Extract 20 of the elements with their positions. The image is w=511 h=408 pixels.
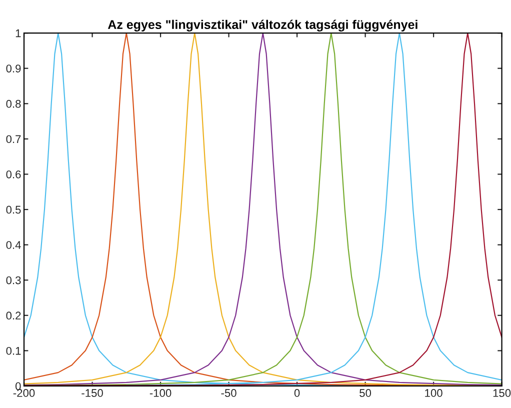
y-tick-label: 0.8 — [6, 100, 21, 108]
x-tick-label: 50 — [360, 389, 372, 397]
x-tick-label: -100 — [150, 389, 172, 397]
y-tick-label: 0.6 — [6, 170, 21, 178]
x-tick-label: 150 — [493, 389, 511, 397]
y-tick-label: 0 — [15, 382, 21, 390]
x-tick-label: -150 — [82, 389, 103, 397]
y-tick-label: 0.4 — [6, 241, 21, 249]
y-tick-label: 0.7 — [6, 135, 21, 144]
y-tick-label: 0.1 — [6, 346, 21, 355]
y-tick-label: 0.2 — [6, 312, 21, 320]
x-tick-label: -200 — [13, 389, 35, 397]
x-tick-label: 0 — [294, 389, 300, 397]
x-tick-label: 100 — [425, 389, 442, 397]
y-tick-label: 0.3 — [6, 276, 21, 284]
chart-title: Az egyes "lingvisztikai" változók tagsági függvényei — [108, 20, 418, 32]
x-tick-label: -50 — [221, 389, 236, 397]
y-tick-label: 0.9 — [6, 64, 21, 72]
y-tick-label: 1 — [16, 29, 21, 38]
y-tick-label: 0.5 — [6, 206, 21, 214]
